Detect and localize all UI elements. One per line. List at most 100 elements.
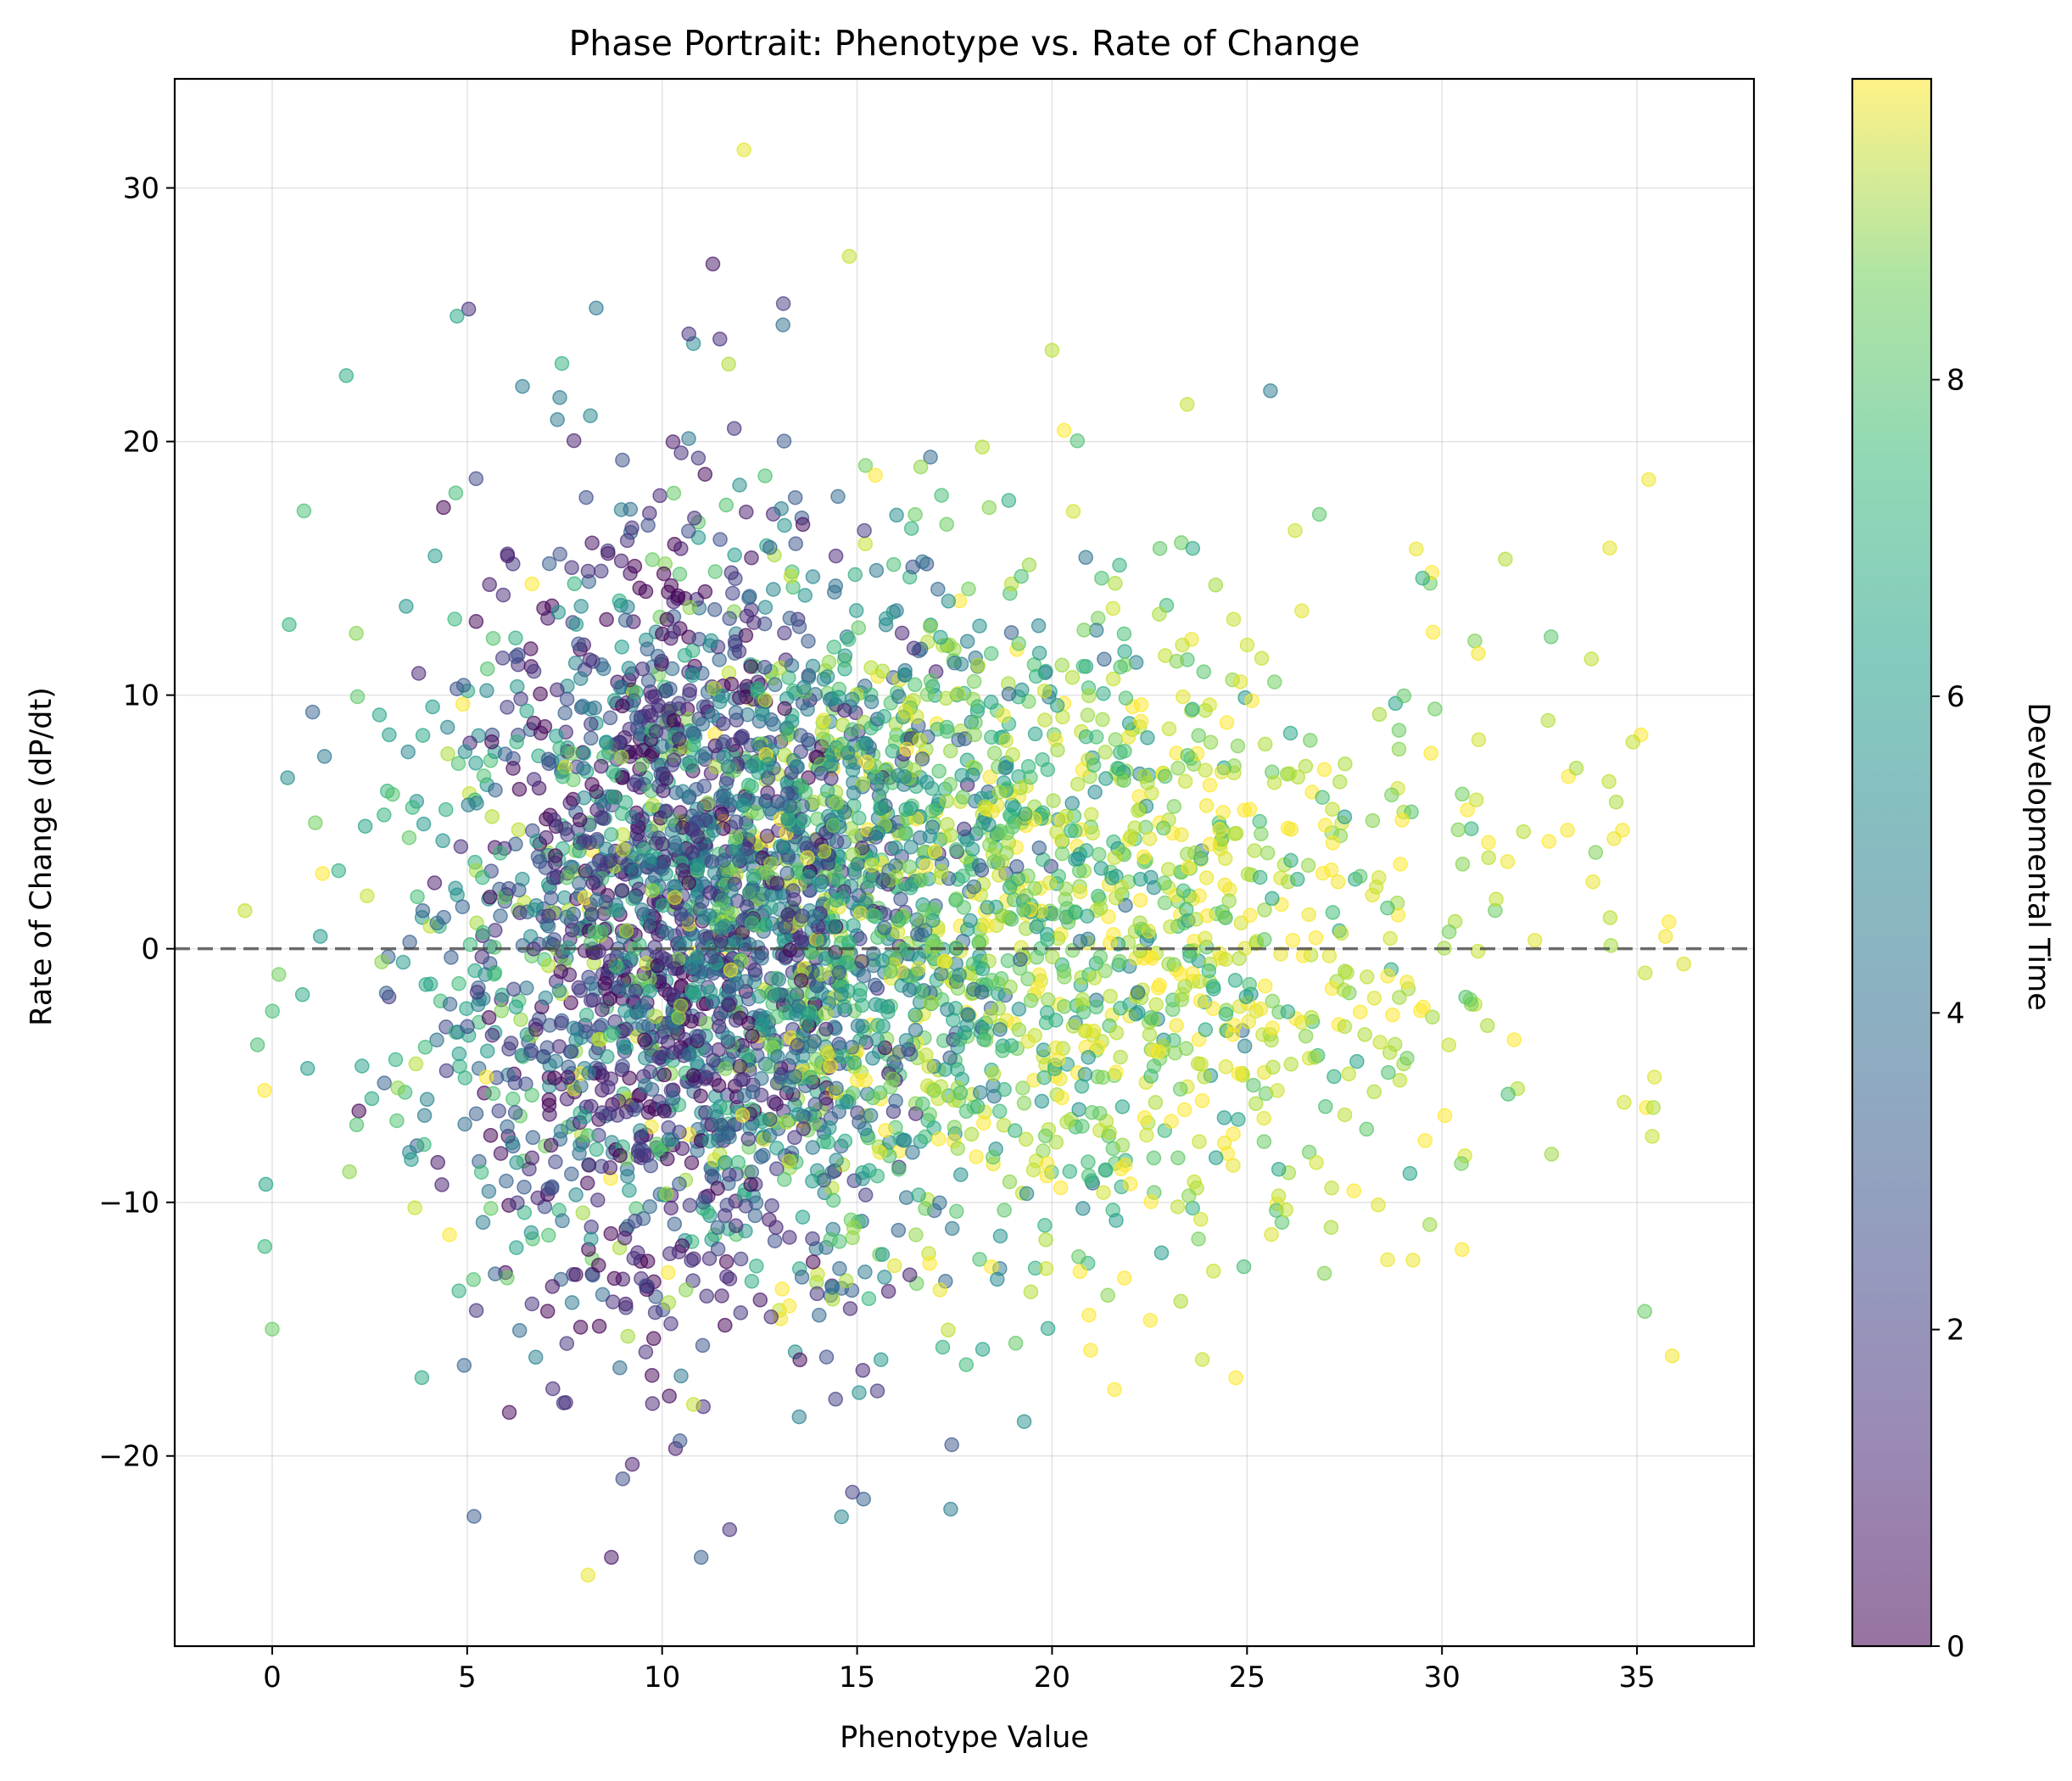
scatter-point	[856, 968, 872, 984]
scatter-point	[1282, 725, 1298, 741]
scatter-point	[1196, 664, 1212, 679]
scatter-point	[1257, 932, 1272, 947]
scatter-point	[645, 1367, 660, 1383]
scatter-point	[1011, 1002, 1027, 1017]
scatter-point	[1070, 433, 1086, 449]
scatter-point	[1658, 929, 1673, 944]
scatter-point	[382, 727, 397, 743]
scatter-point	[670, 588, 686, 604]
scatter-point	[1192, 993, 1209, 1008]
scatter-point	[818, 951, 833, 966]
scatter-point	[1417, 1133, 1433, 1148]
scatter-point	[855, 1171, 870, 1186]
scatter-point	[1000, 953, 1016, 969]
scatter-point	[1662, 914, 1677, 930]
scatter-point	[754, 1017, 769, 1032]
scatter-point	[1075, 1201, 1091, 1216]
scatter-point	[528, 1349, 544, 1365]
scatter-point	[829, 892, 844, 908]
scatter-point	[869, 1383, 885, 1399]
scatter-point	[915, 1096, 930, 1112]
scatter-point	[557, 705, 572, 721]
scatter-point	[830, 489, 846, 505]
scatter-point	[751, 989, 767, 1004]
scatter-point	[1054, 846, 1070, 862]
scatter-point	[861, 1291, 877, 1307]
scatter-point	[911, 1187, 926, 1203]
scatter-point	[378, 985, 394, 1001]
scatter-point	[408, 1056, 424, 1072]
scatter-point	[1042, 875, 1058, 890]
scatter-point	[919, 1047, 934, 1063]
scatter-point	[947, 1119, 963, 1135]
scatter-point	[1081, 1307, 1097, 1323]
scatter-point	[1298, 758, 1314, 774]
scatter-point	[1246, 1077, 1261, 1093]
scatter-point	[1450, 822, 1466, 838]
scatter-point	[555, 1213, 570, 1229]
scatter-point	[933, 966, 949, 982]
scatter-point	[828, 548, 844, 564]
scatter-point	[1270, 1083, 1285, 1098]
scatter-point	[802, 1069, 818, 1086]
scatter-point	[1152, 606, 1167, 622]
scatter-point	[552, 390, 567, 405]
scatter-point	[371, 707, 388, 723]
scatter-point	[560, 827, 575, 842]
scatter-point	[1087, 784, 1103, 800]
scatter-point	[1359, 1121, 1375, 1137]
scatter-point	[691, 1029, 706, 1044]
scatter-point	[1252, 813, 1267, 829]
scatter-point	[960, 1007, 975, 1022]
scatter-point	[1201, 963, 1217, 979]
scatter-point	[756, 1147, 771, 1164]
scatter-point	[732, 477, 747, 493]
scatter-point	[818, 1021, 834, 1037]
scatter-point	[1287, 522, 1303, 539]
scatter-point	[390, 1080, 405, 1096]
scatter-point	[980, 918, 995, 934]
scatter-point	[746, 615, 762, 630]
scatter-point	[1096, 686, 1111, 701]
scatter-point	[603, 827, 619, 842]
scatter-point	[784, 657, 800, 673]
scatter-point	[903, 521, 919, 536]
scatter-point	[1399, 974, 1415, 990]
scatter-point	[547, 1070, 562, 1086]
scatter-point	[501, 880, 517, 896]
scatter-point	[831, 690, 847, 705]
scatter-point	[265, 1003, 280, 1019]
scatter-point	[582, 652, 598, 667]
scatter-point	[1040, 762, 1056, 778]
scatter-point	[666, 713, 682, 729]
scatter-point	[1283, 1057, 1298, 1072]
scatter-point	[1157, 768, 1173, 784]
scatter-point	[951, 732, 966, 748]
scatter-point	[1237, 1038, 1253, 1054]
scatter-point	[1025, 1162, 1042, 1178]
scatter-point	[1070, 776, 1086, 792]
scatter-point	[1527, 932, 1543, 948]
scatter-point	[777, 625, 792, 641]
scatter-point	[668, 838, 684, 854]
scatter-point	[564, 1166, 579, 1182]
scatter-point	[1059, 1114, 1075, 1130]
scatter-point	[1167, 1045, 1183, 1061]
x-tick-label: 35	[1618, 1661, 1655, 1694]
scatter-point	[1544, 629, 1559, 645]
scatter-point	[947, 655, 963, 671]
scatter-point	[1641, 472, 1656, 488]
scatter-point	[1094, 570, 1109, 586]
scatter-point	[1002, 980, 1018, 995]
scatter-point	[891, 689, 907, 705]
scatter-point	[820, 1135, 835, 1150]
scatter-point	[1346, 1183, 1362, 1198]
scatter-point	[1091, 888, 1106, 904]
scatter-point	[1008, 1336, 1024, 1351]
scatter-point	[886, 1258, 902, 1274]
scatter-point	[1036, 1143, 1051, 1158]
scatter-point	[338, 368, 355, 383]
scatter-point	[559, 909, 574, 924]
scatter-point	[877, 920, 892, 935]
scatter-point	[1219, 715, 1235, 730]
